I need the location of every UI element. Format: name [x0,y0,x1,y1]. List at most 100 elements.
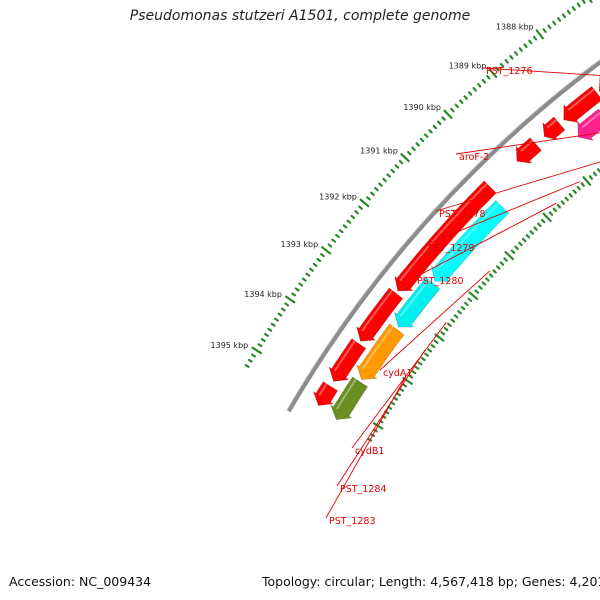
kbp-label-1395: 1395 kbp [211,341,249,350]
minor-tick [486,74,491,80]
minor-tick [557,17,562,22]
cds-feature-6-highlight [399,182,488,282]
minor-tick [260,338,266,343]
major-tick [284,295,296,304]
cds-feature-4-highlight [546,119,558,129]
minor-tick [419,137,425,143]
inner-minor-tick [495,265,501,270]
minor-tick [566,9,571,15]
inner-minor-tick [478,285,483,290]
minor-tick [432,124,438,130]
gene-label-pst_1278[interactable]: PST_1278 [439,209,486,220]
inner-minor-tick [537,222,542,228]
gene-label-pst_1283[interactable]: PST_1283 [329,516,376,527]
cds-feature-8 [328,338,367,382]
inner-minor-tick [592,171,598,177]
minor-tick [576,2,581,8]
minor-tick [518,47,523,52]
kbp-label-1391: 1391 kbp [360,147,398,156]
minor-tick [547,24,552,30]
major-tick [359,198,370,208]
major-tick [443,109,453,119]
inner-minor-tick [433,339,439,344]
kbp-label-1394: 1394 kbp [244,290,282,299]
gene-feature-cydb1-highlight [399,279,430,318]
minor-tick [284,302,290,307]
inner-minor-tick [572,189,577,194]
gene-feature-pst_1278 [577,108,600,141]
inner-minor-tick [424,352,429,357]
leader-line-pst_1280 [413,202,557,279]
inner-minor-tick [430,344,436,349]
inner-minor-tick [474,289,480,294]
inner-minor-tick [464,301,469,307]
gene-label-pst_1279[interactable]: PST_1279 [428,243,475,254]
minor-tick [370,191,375,196]
gene-label-pst_1276[interactable]: PST_1276 [486,66,533,77]
minor-tick [437,120,442,126]
inner-minor-tick [564,196,569,202]
inner-minor-tick [411,370,417,375]
gene-feature-pst_1284-highlight [361,325,394,370]
inner-minor-tick [443,326,449,332]
inner-minor-tick [580,182,585,187]
inner-major-tick [468,291,479,301]
inner-minor-tick [552,207,558,213]
minor-tick [327,243,333,248]
cds-feature-6 [394,180,497,292]
inner-minor-tick [393,396,399,401]
minor-tick [528,39,533,45]
inner-minor-tick [488,273,494,278]
gene-label-pst_1284[interactable]: PST_1284 [340,484,387,495]
gene-label-arof-2[interactable]: aroF-2 [459,152,489,163]
minor-tick [338,229,344,234]
accession-text: Accession: NC_009434 [9,574,152,589]
inner-minor-tick [427,348,433,353]
gene-label-pst_1280[interactable]: PST_1280 [417,276,464,287]
minor-tick [366,196,371,201]
inner-minor-tick [525,234,531,239]
gene-label-cydb1[interactable]: cydB1 [355,446,384,457]
minor-tick [571,6,576,11]
inner-minor-tick [485,277,490,282]
major-tick [251,346,263,355]
leader-line-arof-2 [455,132,600,155]
gene-label-cyda1[interactable]: cydA1 [383,368,412,379]
minor-tick [331,238,336,243]
minor-tick [390,168,395,174]
minor-tick [504,58,509,64]
minor-tick [298,282,304,287]
inner-minor-tick [521,237,527,243]
inner-minor-tick [417,361,423,366]
cds-feature-5-highlight [520,139,534,153]
minor-tick [301,277,307,282]
minor-tick [428,129,433,134]
inner-minor-tick [440,331,446,336]
leader-line-pst_1279 [424,181,581,246]
minor-tick [270,322,276,327]
minor-tick [561,13,567,19]
minor-tick [467,91,473,96]
minor-tick [316,257,322,263]
minor-tick [257,343,263,348]
minor-tick [499,62,505,68]
minor-tick [415,142,420,147]
inner-minor-tick [402,383,408,388]
minor-tick [481,78,486,84]
minor-tick [382,177,387,183]
inner-minor-tick [460,305,466,311]
minor-tick [459,99,464,104]
inner-minor-tick [560,200,565,205]
minor-tick [309,267,314,272]
genome-summary-text: Topology: circular; Length: 4,567,418 bp… [262,574,600,589]
minor-tick [320,253,325,258]
gene-feature-pst_1284 [356,323,405,380]
gene-feature-pst_1278-highlight [581,111,600,128]
major-tick [535,29,545,40]
leader-line-pst_1276 [482,67,600,76]
cds-feature-3-highlight [567,88,595,111]
gene-feature-cyda1-highlight [436,202,500,272]
inner-minor-tick [541,218,546,224]
kbp-label-1393: 1393 kbp [281,240,319,249]
minor-tick [277,312,283,317]
